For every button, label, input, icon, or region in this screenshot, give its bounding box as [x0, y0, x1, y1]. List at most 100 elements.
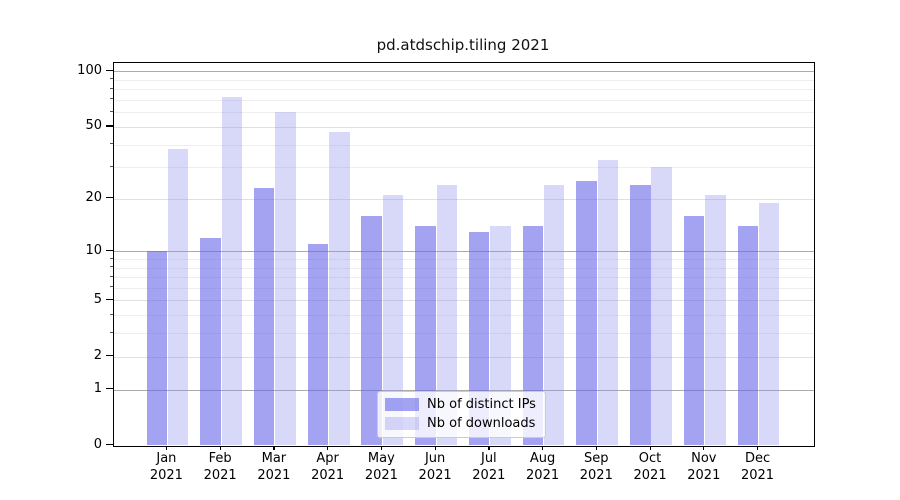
bar-downloads-jan: [167, 148, 189, 446]
bar-downloads-may: [382, 195, 404, 446]
bar-distinct-ips-sep: [576, 181, 597, 446]
y-tick-label-0: 0: [93, 437, 102, 452]
y-tick-label-5: 5: [93, 291, 102, 307]
bar-downloads-oct: [651, 167, 672, 446]
gridline-minor: [114, 333, 814, 335]
y-minor-tick-mark: [109, 165, 113, 167]
y-tick-label-2: 2: [93, 348, 102, 364]
x-tick-label-may: May 2021: [353, 451, 409, 484]
bar-distinct-ips-jan: [146, 251, 167, 446]
x-tick-year: 2021: [740, 467, 775, 483]
y-tick-mark: [106, 298, 113, 301]
x-tick-label-apr: Apr 2021: [300, 451, 356, 484]
x-tick-mark: [703, 445, 705, 450]
gridline-minor: [114, 167, 814, 169]
legend-row: Nb of distinct IPs: [385, 397, 536, 412]
x-tick-mark: [327, 445, 329, 450]
chart-title: pd.atdschip.tiling 2021: [376, 36, 550, 54]
x-tick-month: May: [367, 451, 395, 466]
gridline-minor: [114, 267, 814, 269]
bar-downloads-apr: [329, 131, 350, 446]
gridline-minor: [114, 287, 814, 289]
x-tick-mark: [380, 445, 383, 450]
x-tick-month: Sep: [584, 451, 609, 466]
legend-swatch-downloads: [385, 417, 419, 430]
gridline-major: [114, 356, 814, 358]
x-tick-year: 2021: [364, 467, 398, 483]
bar-downloads-jun: [436, 184, 457, 446]
x-tick-mark: [434, 445, 436, 450]
x-tick-month: Apr: [316, 451, 339, 466]
x-tick-year: 2021: [633, 467, 667, 483]
x-tick-month: Aug: [529, 451, 556, 466]
x-tick-label-sep: Sep 2021: [568, 451, 624, 484]
x-tick-label-jan: Jan 2021: [138, 451, 194, 484]
x-tick-year: 2021: [579, 467, 613, 483]
y-tick-mark: [106, 355, 113, 357]
x-tick-month: Jan: [156, 451, 177, 466]
y-tick-label-50: 50: [85, 118, 102, 134]
bar-downloads-mar: [275, 112, 296, 446]
x-tick-label-mar: Mar 2021: [246, 451, 302, 484]
legend-label-distinct-ips: Nb of distinct IPs: [427, 397, 536, 412]
bar-distinct-ips-may: [361, 215, 382, 446]
x-tick-label-jul: Jul 2021: [461, 451, 517, 484]
y-tick-mark: [106, 69, 113, 72]
x-tick-label-feb: Feb 2021: [192, 451, 248, 484]
y-minor-tick-mark: [109, 110, 113, 112]
x-tick-year: 2021: [472, 467, 506, 483]
x-tick-mark: [542, 445, 544, 450]
x-tick-mark: [595, 445, 597, 450]
gridline-minor: [114, 99, 814, 101]
bar-distinct-ips-dec: [737, 226, 759, 446]
gridline-minor: [114, 144, 814, 146]
x-tick-mark: [219, 445, 221, 450]
bar-distinct-ips-apr: [307, 244, 329, 446]
bar-distinct-ips-mar: [253, 187, 275, 446]
y-minor-tick-mark: [109, 266, 113, 268]
x-tick-year: 2021: [149, 467, 183, 483]
bar-downloads-aug: [543, 184, 565, 446]
bar-downloads-sep: [597, 159, 619, 446]
x-tick-label-oct: Oct 2021: [622, 451, 678, 484]
gridline-decade: [114, 71, 814, 73]
x-tick-mark: [488, 445, 490, 450]
y-tick-label-100: 100: [77, 62, 102, 78]
x-tick-month: Jun: [424, 451, 446, 466]
x-tick-label-nov: Nov 2021: [676, 451, 732, 484]
y-minor-tick-mark: [109, 257, 113, 259]
y-minor-tick-mark: [109, 275, 113, 277]
y-minor-tick-mark: [109, 87, 113, 89]
y-tick-mark: [106, 197, 113, 199]
x-tick-year: 2021: [203, 467, 237, 483]
gridline-major: [114, 198, 814, 200]
y-minor-tick-mark: [109, 286, 113, 288]
x-tick-mark: [165, 445, 168, 450]
bar-downloads-feb: [221, 96, 243, 446]
bar-downloads-jul: [490, 226, 511, 446]
gridline-minor: [114, 259, 814, 260]
y-tick-mark: [106, 444, 113, 446]
legend-row: Nb of downloads: [385, 416, 536, 431]
bar-distinct-ips-jun: [415, 226, 436, 446]
gridline-minor: [114, 79, 814, 81]
x-tick-label-aug: Aug 2021: [515, 451, 571, 484]
x-tick-year: 2021: [418, 467, 452, 483]
x-tick-month: Feb: [208, 451, 232, 466]
bar-distinct-ips-nov: [683, 215, 705, 446]
y-minor-tick-mark: [109, 98, 113, 100]
gridline-major: [114, 126, 814, 128]
bar-distinct-ips-feb: [200, 237, 221, 446]
y-tick-mark: [106, 125, 113, 127]
gridline-decade: [114, 389, 814, 391]
x-tick-mark: [649, 445, 651, 450]
bar-distinct-ips-aug: [522, 226, 544, 446]
gridline-minor: [114, 277, 814, 279]
y-tick-label-10: 10: [85, 242, 102, 258]
bar-downloads-dec: [758, 202, 780, 446]
x-tick-month: Nov: [691, 451, 717, 466]
bar-downloads-nov: [705, 195, 726, 446]
x-tick-year: 2021: [526, 467, 560, 483]
x-tick-label-jun: Jun 2021: [407, 451, 463, 484]
x-tick-month: Mar: [261, 451, 287, 466]
